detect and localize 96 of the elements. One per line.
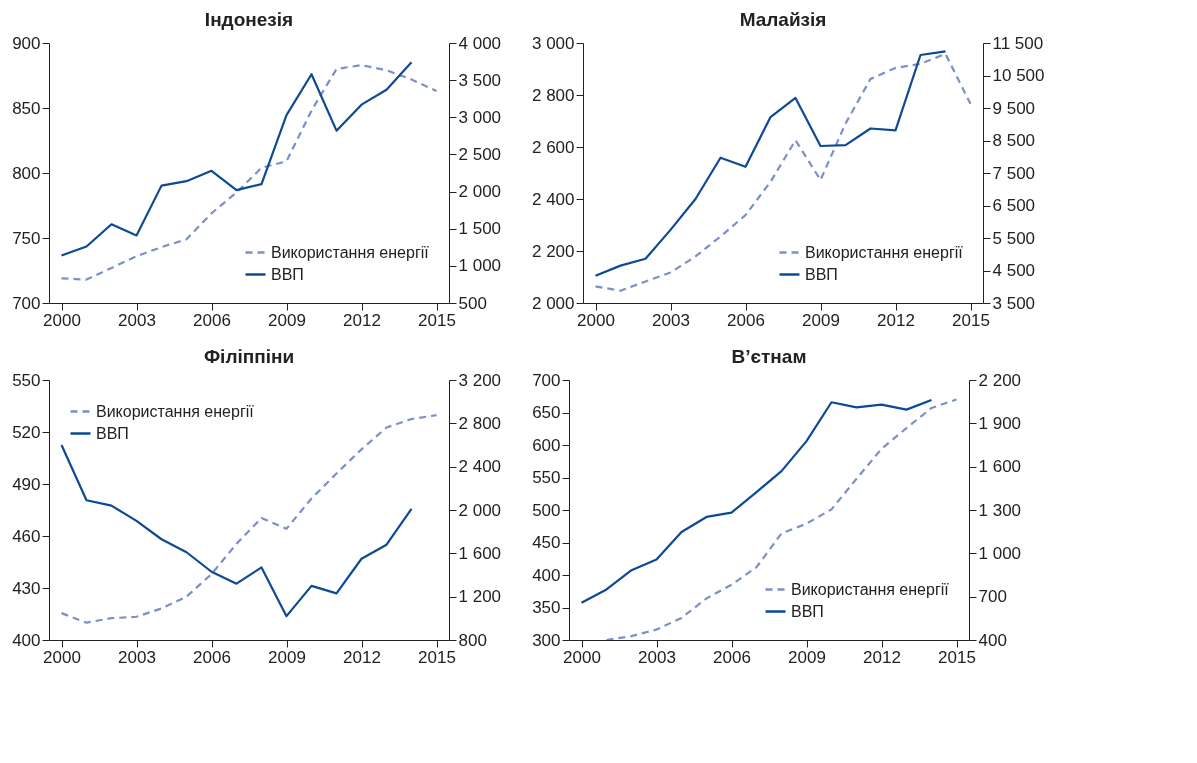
y2-tick-label: 2 200	[978, 370, 1022, 390]
y-tick-label: 2 600	[531, 137, 575, 157]
line-series	[60, 443, 413, 618]
y-tick-label: 450	[532, 533, 561, 552]
y2-tick-label: 4 500	[992, 261, 1036, 280]
y2-tick-label: 1 500	[458, 219, 502, 239]
line-series	[60, 63, 438, 281]
y-tick-label: 550	[532, 468, 561, 487]
legend-label: Використання енергії	[96, 402, 255, 420]
y2-tick-label: 10 500	[992, 66, 1045, 85]
y-tick-label: 600	[532, 435, 561, 455]
y-tick-label: 700	[532, 370, 561, 390]
x-tick-label: 2015	[952, 310, 990, 330]
legend-label: ВВП	[96, 424, 129, 442]
legend-label: ВВП	[271, 265, 304, 283]
y2-tick-label: 1 000	[458, 256, 502, 276]
x-tick-label: 2000	[563, 647, 601, 667]
chart-title: Індонезія	[204, 9, 294, 30]
y2-tick-label: 3 500	[458, 70, 502, 90]
y-tick-label: 350	[532, 598, 561, 617]
y-tick-label: 2 000	[531, 293, 575, 313]
x-tick-label: 2009	[802, 310, 840, 330]
y-tick-label: 700	[12, 293, 41, 313]
y2-tick-label: 3 200	[458, 370, 502, 390]
y-tick-label: 460	[12, 526, 41, 546]
chart-title: В’єтнам	[731, 346, 807, 367]
y2-tick-label: 5 500	[992, 228, 1036, 248]
x-tick-label: 2012	[877, 310, 915, 330]
line-series	[605, 398, 958, 640]
y-tick-label: 430	[12, 578, 41, 598]
chart-title: Філіппіни	[203, 346, 295, 367]
y-tick-label: 2 800	[531, 85, 575, 105]
x-tick-label: 2012	[343, 647, 381, 667]
x-tick-label: 2009	[788, 647, 826, 667]
y2-tick-label: 1 900	[978, 413, 1022, 433]
x-tick-label: 2015	[418, 310, 456, 330]
y2-tick-label: 1 600	[978, 457, 1022, 477]
legend-label: ВВП	[805, 265, 838, 283]
x-tick-label: 2015	[938, 647, 976, 667]
y-tick-label: 300	[532, 630, 561, 650]
y-tick-label: 850	[12, 98, 41, 118]
x-tick-label: 2003	[118, 647, 156, 667]
y2-tick-label: 700	[978, 587, 1007, 607]
legend-label: Використання енергії	[791, 580, 950, 598]
chart-title: Малайзія	[739, 9, 827, 30]
y-tick-label: 550	[12, 370, 41, 390]
x-tick-label: 2003	[652, 310, 690, 330]
y2-tick-label: 3 500	[992, 293, 1036, 313]
y2-tick-label: 6 500	[992, 196, 1036, 215]
y-tick-label: 490	[12, 474, 41, 494]
y2-tick-label: 11 500	[992, 33, 1044, 53]
y-tick-label: 520	[12, 422, 41, 442]
y2-tick-label: 2 500	[458, 144, 502, 164]
y-tick-label: 800	[12, 163, 41, 183]
x-tick-label: 2003	[118, 310, 156, 330]
x-tick-label: 2006	[193, 647, 231, 667]
y2-tick-label: 7 500	[992, 163, 1036, 183]
x-tick-label: 2012	[863, 647, 901, 667]
y2-tick-label: 9 500	[992, 98, 1036, 118]
x-tick-label: 2000	[43, 647, 81, 667]
y2-tick-label: 2 800	[458, 413, 502, 433]
y2-tick-label: 8 500	[992, 131, 1036, 150]
y2-tick-label: 400	[978, 630, 1007, 650]
y-tick-label: 2 400	[531, 189, 575, 209]
y-tick-label: 400	[12, 630, 41, 650]
x-tick-label: 2015	[418, 647, 456, 667]
x-tick-label: 2000	[577, 310, 615, 330]
y2-tick-label: 500	[458, 293, 487, 313]
y2-tick-label: 1 200	[458, 587, 502, 607]
x-tick-label: 2006	[727, 310, 765, 330]
y-tick-label: 750	[12, 228, 41, 248]
y2-tick-label: 2 000	[458, 182, 502, 202]
x-tick-label: 2003	[638, 647, 676, 667]
y-tick-label: 650	[532, 403, 561, 422]
x-tick-label: 2012	[343, 310, 381, 330]
y2-tick-label: 1 600	[458, 543, 502, 563]
y2-tick-label: 3 000	[458, 107, 502, 127]
y-tick-label: 2 200	[531, 241, 575, 261]
legend-label: Використання енергії	[271, 243, 430, 261]
y-tick-label: 3 000	[531, 33, 575, 53]
x-tick-label: 2009	[268, 310, 306, 330]
y-tick-label: 400	[532, 565, 561, 585]
x-tick-label: 2009	[268, 647, 306, 667]
y2-tick-label: 1 000	[978, 543, 1022, 563]
y2-tick-label: 1 300	[978, 500, 1022, 520]
x-tick-label: 2006	[193, 310, 231, 330]
legend-label: Використання енергії	[805, 243, 964, 261]
x-tick-label: 2006	[713, 647, 751, 667]
y2-tick-label: 800	[458, 630, 487, 650]
x-tick-label: 2000	[43, 310, 81, 330]
legend-label: ВВП	[791, 602, 824, 620]
y2-tick-label: 4 000	[458, 33, 502, 53]
y2-tick-label: 2 400	[458, 457, 502, 477]
y-tick-label: 500	[532, 500, 561, 520]
y-tick-label: 900	[12, 33, 41, 53]
y2-tick-label: 2 000	[458, 500, 502, 520]
